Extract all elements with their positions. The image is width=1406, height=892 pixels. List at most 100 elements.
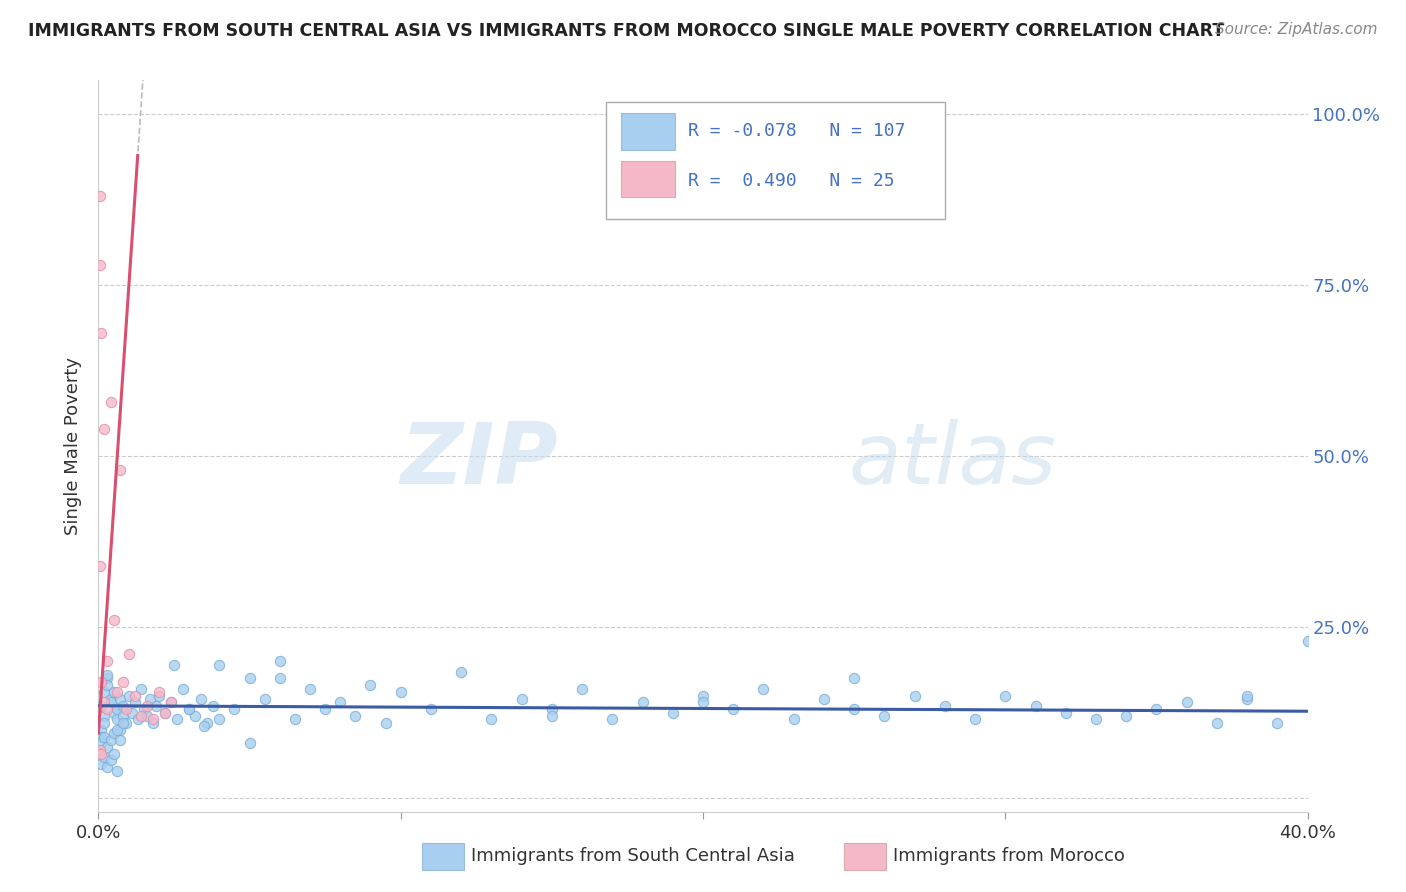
Point — [813, 692, 835, 706]
Point — [100, 733, 122, 747]
Point — [118, 689, 141, 703]
Point — [121, 706, 143, 720]
Point — [160, 695, 183, 709]
Point — [90, 736, 112, 750]
Point — [450, 665, 472, 679]
Point — [89, 189, 111, 203]
Point — [1024, 698, 1046, 713]
Point — [481, 713, 503, 727]
Point — [124, 689, 146, 703]
Point — [661, 706, 683, 720]
Point — [752, 681, 775, 696]
Point — [873, 709, 896, 723]
FancyBboxPatch shape — [621, 161, 675, 197]
Point — [1144, 702, 1167, 716]
Text: Immigrants from Morocco: Immigrants from Morocco — [893, 847, 1125, 865]
Point — [96, 739, 118, 754]
Point — [96, 654, 118, 668]
Point — [1206, 715, 1229, 730]
Y-axis label: Single Male Poverty: Single Male Poverty — [65, 357, 83, 535]
Point — [93, 730, 115, 744]
Point — [90, 730, 112, 744]
Point — [269, 672, 291, 686]
Point — [1236, 689, 1258, 703]
Point — [224, 702, 246, 716]
Point — [96, 668, 118, 682]
Point — [108, 463, 131, 477]
Point — [96, 672, 118, 686]
Point — [103, 706, 125, 720]
Point — [114, 702, 136, 716]
Point — [965, 713, 987, 727]
Point — [89, 258, 111, 272]
Text: IMMIGRANTS FROM SOUTH CENTRAL ASIA VS IMMIGRANTS FROM MOROCCO SINGLE MALE POVERT: IMMIGRANTS FROM SOUTH CENTRAL ASIA VS IM… — [28, 22, 1225, 40]
Point — [1236, 692, 1258, 706]
Point — [111, 715, 134, 730]
Point — [692, 689, 714, 703]
Point — [96, 678, 118, 692]
Point — [1267, 715, 1289, 730]
Point — [93, 709, 115, 723]
Point — [124, 695, 146, 709]
Point — [108, 692, 131, 706]
Point — [145, 698, 167, 713]
Point — [184, 709, 207, 723]
Point — [166, 713, 188, 727]
Point — [253, 692, 276, 706]
FancyBboxPatch shape — [606, 103, 945, 219]
Point — [90, 747, 112, 761]
Text: R =  0.490   N = 25: R = 0.490 N = 25 — [689, 172, 896, 190]
Point — [90, 698, 112, 713]
Point — [105, 702, 128, 716]
Point — [374, 715, 396, 730]
Point — [105, 713, 128, 727]
Point — [129, 681, 152, 696]
Point — [105, 723, 128, 737]
Point — [142, 715, 165, 730]
Point — [1175, 695, 1198, 709]
Text: Immigrants from South Central Asia: Immigrants from South Central Asia — [471, 847, 794, 865]
Point — [153, 706, 176, 720]
Point — [96, 760, 118, 774]
Point — [90, 326, 112, 341]
Point — [329, 695, 352, 709]
Point — [540, 709, 562, 723]
Point — [108, 723, 131, 737]
Point — [89, 743, 111, 757]
Point — [142, 713, 165, 727]
Point — [100, 695, 122, 709]
Point — [631, 695, 654, 709]
Point — [105, 685, 128, 699]
Point — [93, 715, 115, 730]
Point — [269, 654, 291, 668]
Point — [602, 713, 624, 727]
Point — [132, 702, 155, 716]
Point — [420, 702, 443, 716]
Point — [100, 692, 122, 706]
Text: atlas: atlas — [848, 419, 1056, 502]
Point — [179, 702, 201, 716]
Text: Source: ZipAtlas.com: Source: ZipAtlas.com — [1215, 22, 1378, 37]
Point — [163, 657, 186, 672]
Point — [195, 715, 218, 730]
Point — [510, 692, 533, 706]
Text: R = -0.078   N = 107: R = -0.078 N = 107 — [689, 122, 905, 140]
Point — [90, 723, 112, 737]
Point — [179, 702, 201, 716]
Point — [100, 754, 122, 768]
Point — [103, 726, 125, 740]
Point — [129, 709, 152, 723]
Point — [105, 764, 128, 778]
Point — [994, 689, 1017, 703]
Point — [89, 558, 111, 573]
Point — [153, 706, 176, 720]
Point — [93, 695, 115, 709]
Text: ZIP: ZIP — [401, 419, 558, 502]
Point — [135, 709, 157, 723]
Point — [108, 733, 131, 747]
Point — [93, 422, 115, 436]
Point — [1115, 709, 1137, 723]
Point — [127, 713, 149, 727]
Point — [540, 702, 562, 716]
Point — [692, 695, 714, 709]
